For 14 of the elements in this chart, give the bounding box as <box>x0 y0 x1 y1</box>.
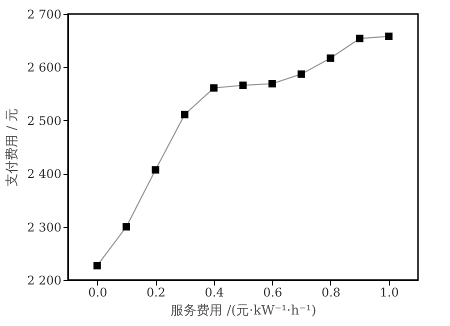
y-tick-label: 2 300 <box>27 220 62 234</box>
x-tick-label: 0.2 <box>146 286 166 300</box>
x-tick-label: 0.6 <box>263 286 282 300</box>
y-tick-label: 2 500 <box>27 114 62 128</box>
y-axis-title: 支付费用 / 元 <box>5 108 20 186</box>
y-tick-label: 2 600 <box>27 60 62 75</box>
x-tick-label: 0.0 <box>88 286 108 300</box>
y-tick-label: 2 200 <box>27 274 62 288</box>
x-tick-label: 0.8 <box>321 286 341 300</box>
x-axis-title: 服务费用 /(元·kW⁻¹·h⁻¹) <box>170 304 316 318</box>
x-tick-label: 0.4 <box>204 286 224 300</box>
y-tick-label: 2 700 <box>27 8 62 22</box>
x-tick-label: 1.0 <box>380 286 399 300</box>
y-tick-label: 2 400 <box>27 167 62 182</box>
